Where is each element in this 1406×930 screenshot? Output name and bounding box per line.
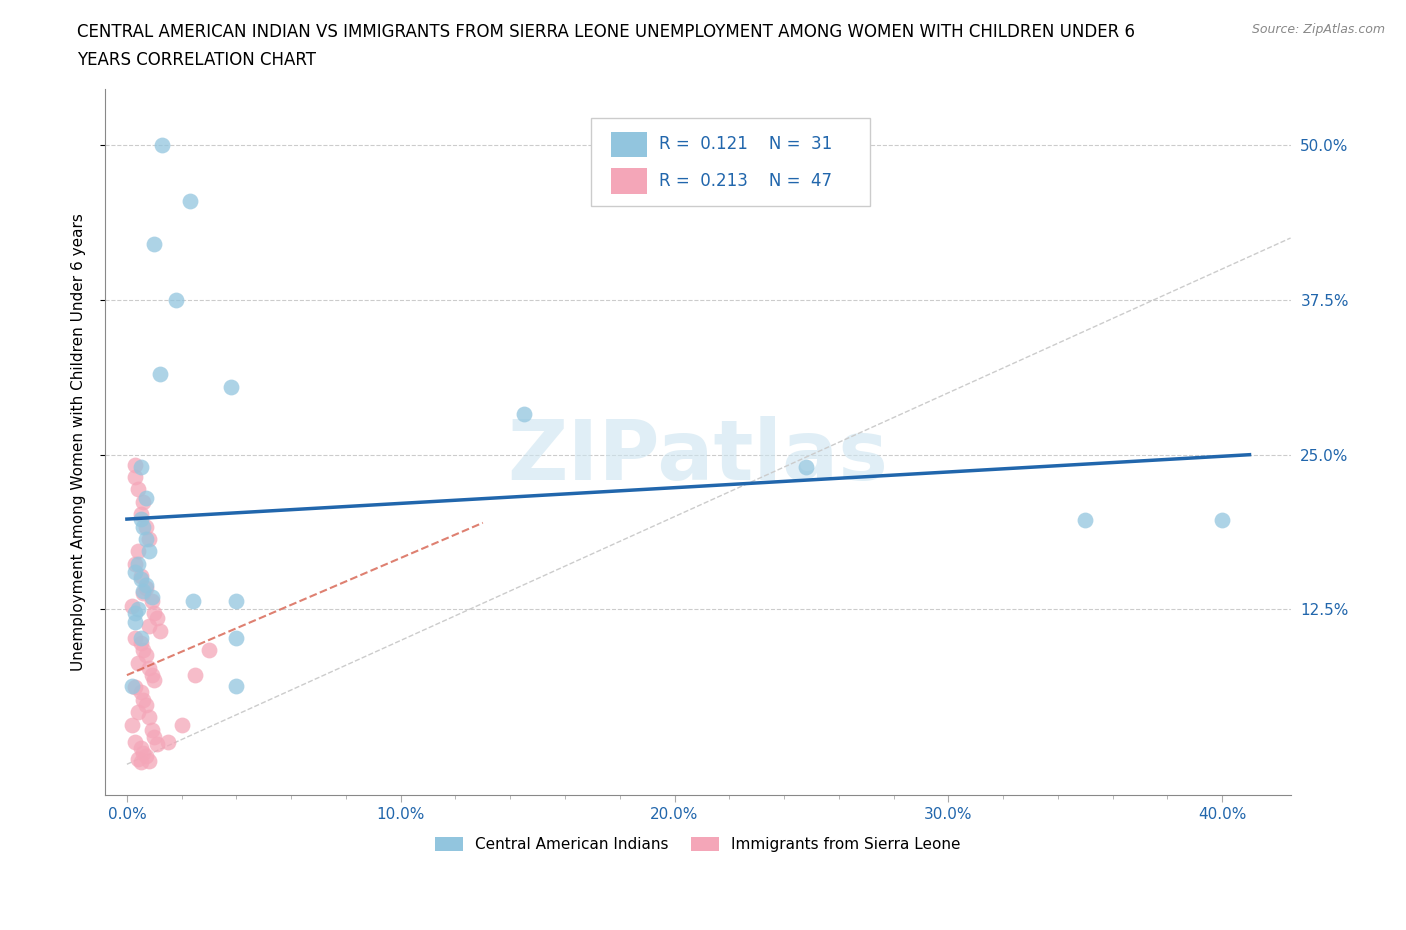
Point bbox=[794, 459, 817, 474]
Point bbox=[146, 611, 169, 626]
Text: Source: ZipAtlas.com: Source: ZipAtlas.com bbox=[1251, 23, 1385, 36]
Point bbox=[124, 615, 146, 630]
Point bbox=[127, 751, 149, 766]
Point bbox=[219, 379, 242, 394]
Point bbox=[138, 753, 160, 768]
Point bbox=[127, 602, 149, 617]
Bar bbox=[612, 132, 647, 157]
Point bbox=[132, 583, 155, 598]
Point bbox=[124, 565, 146, 579]
Point bbox=[124, 470, 146, 485]
Point bbox=[138, 531, 160, 546]
Point bbox=[135, 519, 157, 534]
Point bbox=[149, 623, 172, 638]
Point bbox=[181, 593, 204, 608]
Point bbox=[184, 668, 207, 683]
Point bbox=[141, 593, 163, 608]
FancyBboxPatch shape bbox=[591, 117, 870, 206]
Point bbox=[135, 748, 157, 763]
Point bbox=[129, 459, 152, 474]
Point bbox=[124, 605, 146, 620]
Point bbox=[138, 660, 160, 675]
Point bbox=[138, 544, 160, 559]
Point bbox=[121, 717, 143, 732]
Point bbox=[225, 679, 247, 694]
Point bbox=[1211, 512, 1233, 527]
Point bbox=[138, 618, 160, 633]
Point bbox=[225, 593, 247, 608]
Point bbox=[135, 581, 157, 596]
Point bbox=[129, 754, 152, 769]
Point bbox=[149, 366, 172, 381]
Bar bbox=[612, 168, 647, 193]
Point bbox=[198, 643, 221, 658]
Text: R =  0.213    N =  47: R = 0.213 N = 47 bbox=[658, 172, 832, 190]
Point bbox=[135, 531, 157, 546]
Point bbox=[138, 710, 160, 724]
Point bbox=[121, 598, 143, 613]
Point bbox=[129, 740, 152, 755]
Point bbox=[143, 730, 166, 745]
Point bbox=[146, 737, 169, 751]
Point bbox=[124, 680, 146, 695]
Point bbox=[135, 491, 157, 506]
Point bbox=[141, 590, 163, 604]
Point bbox=[127, 705, 149, 720]
Point bbox=[132, 693, 155, 708]
Point bbox=[179, 193, 201, 208]
Point bbox=[129, 507, 152, 522]
Point bbox=[129, 685, 152, 700]
Point bbox=[129, 568, 152, 583]
Text: YEARS CORRELATION CHART: YEARS CORRELATION CHART bbox=[77, 51, 316, 69]
Point bbox=[152, 138, 174, 153]
Text: ZIPatlas: ZIPatlas bbox=[508, 416, 889, 497]
Point bbox=[143, 672, 166, 687]
Point bbox=[1074, 512, 1097, 527]
Point bbox=[132, 586, 155, 601]
Point bbox=[124, 631, 146, 645]
Point bbox=[124, 458, 146, 472]
Point bbox=[127, 556, 149, 571]
Point bbox=[135, 648, 157, 663]
Point bbox=[127, 544, 149, 559]
Point bbox=[132, 519, 155, 534]
Point bbox=[127, 656, 149, 671]
Point bbox=[141, 668, 163, 683]
Text: CENTRAL AMERICAN INDIAN VS IMMIGRANTS FROM SIERRA LEONE UNEMPLOYMENT AMONG WOMEN: CENTRAL AMERICAN INDIAN VS IMMIGRANTS FR… bbox=[77, 23, 1135, 41]
Point bbox=[135, 578, 157, 592]
Point bbox=[170, 717, 193, 732]
Point bbox=[165, 292, 187, 307]
Point bbox=[129, 635, 152, 650]
Point bbox=[156, 735, 179, 750]
Point bbox=[129, 512, 152, 526]
Text: R =  0.121    N =  31: R = 0.121 N = 31 bbox=[658, 136, 832, 153]
Point bbox=[132, 643, 155, 658]
Legend: Central American Indians, Immigrants from Sierra Leone: Central American Indians, Immigrants fro… bbox=[429, 830, 966, 858]
Y-axis label: Unemployment Among Women with Children Under 6 years: Unemployment Among Women with Children U… bbox=[72, 213, 86, 671]
Point bbox=[513, 406, 536, 421]
Point bbox=[129, 631, 152, 645]
Point bbox=[225, 631, 247, 645]
Point bbox=[132, 746, 155, 761]
Point bbox=[121, 679, 143, 694]
Point bbox=[127, 482, 149, 497]
Point bbox=[135, 698, 157, 712]
Point bbox=[143, 605, 166, 620]
Point bbox=[132, 495, 155, 510]
Point bbox=[124, 556, 146, 571]
Point bbox=[143, 237, 166, 252]
Point bbox=[141, 723, 163, 737]
Point bbox=[124, 735, 146, 750]
Point bbox=[129, 571, 152, 586]
